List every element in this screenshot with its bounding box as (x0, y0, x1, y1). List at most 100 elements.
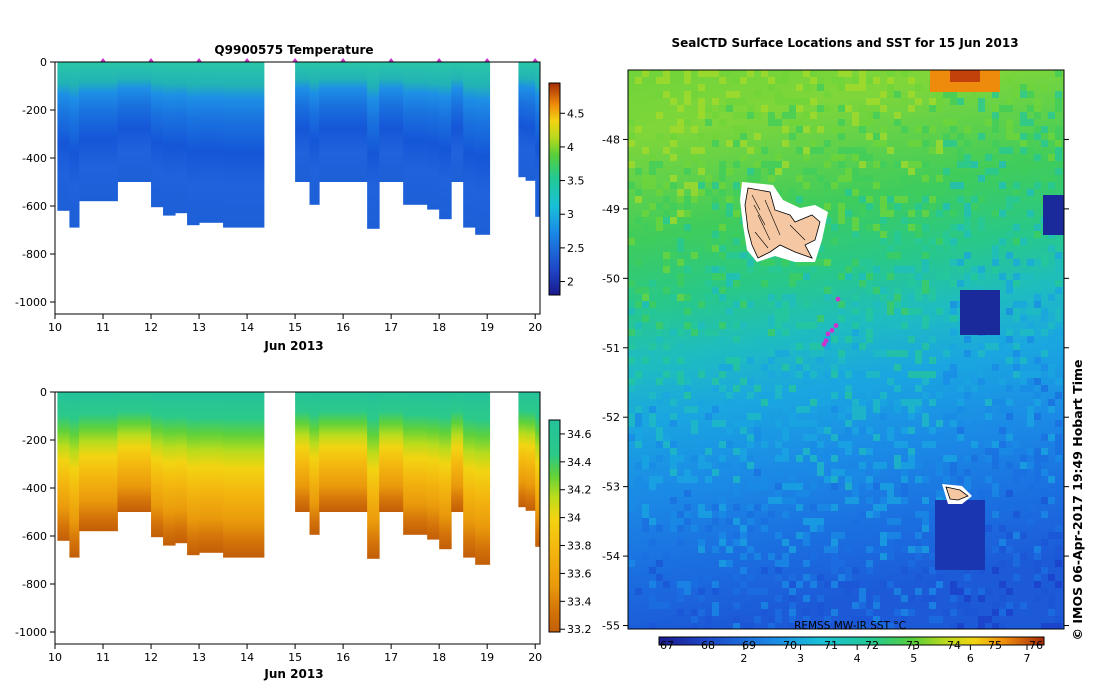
sst-pixel (747, 525, 754, 532)
sst-pixel (1027, 210, 1034, 217)
sst-pixel (873, 112, 880, 119)
sst-pixel (663, 196, 670, 203)
sst-pixel (768, 399, 775, 406)
sst-pixel (824, 259, 831, 266)
sst-pixel (649, 308, 656, 315)
sst-pixel (859, 280, 866, 287)
sst-pixel (915, 308, 922, 315)
sst-pixel (1055, 126, 1062, 133)
sst-pixel (649, 350, 656, 357)
sst-pixel (831, 462, 838, 469)
sst-pixel (964, 469, 971, 476)
sst-pixel (782, 539, 789, 546)
sst-pixel (1006, 427, 1013, 434)
sst-pixel (859, 161, 866, 168)
sst-pixel (691, 182, 698, 189)
sst-pixel (999, 525, 1006, 532)
sst-pixel (817, 259, 824, 266)
sst-pixel (1041, 259, 1048, 266)
sst-pixel (929, 364, 936, 371)
sst-pixel (761, 161, 768, 168)
sst-pixel (705, 413, 712, 420)
sst-pixel (978, 567, 985, 574)
sst-pixel (649, 483, 656, 490)
sst-pixel (950, 462, 957, 469)
sst-pixel (887, 210, 894, 217)
sst-pixel (831, 126, 838, 133)
sst-pixel (684, 224, 691, 231)
sst-pixel (950, 371, 957, 378)
sst-pixel (964, 476, 971, 483)
sst-pixel (964, 483, 971, 490)
sst-pixel (740, 98, 747, 105)
sst-pixel (1020, 301, 1027, 308)
colorbar-tick-label: 34.6 (567, 428, 592, 441)
sst-pixel (964, 378, 971, 385)
sst-pixel (782, 126, 789, 133)
sst-pixel (845, 84, 852, 91)
sst-pixel (873, 98, 880, 105)
sst-pixel (915, 574, 922, 581)
sst-pixel (964, 336, 971, 343)
sst-pixel (670, 133, 677, 140)
sst-pixel (810, 406, 817, 413)
sst-pixel (1055, 581, 1062, 588)
sst-pixel (992, 126, 999, 133)
sst-pixel (929, 553, 936, 560)
sst-pixel (859, 385, 866, 392)
sst-pixel (999, 441, 1006, 448)
sst-pixel (873, 350, 880, 357)
sst-pixel (817, 441, 824, 448)
x-tick-label: 17 (384, 651, 398, 664)
sst-pixel (726, 392, 733, 399)
sst-pixel (992, 448, 999, 455)
sst-pixel (719, 322, 726, 329)
sst-pixel (740, 623, 747, 629)
sst-pixel (649, 280, 656, 287)
sst-pixel (908, 371, 915, 378)
sst-pixel (845, 189, 852, 196)
x-tick-label: 10 (48, 321, 62, 334)
sst-pixel (698, 504, 705, 511)
sst-pixel (845, 567, 852, 574)
sst-pixel (866, 511, 873, 518)
sst-pixel (803, 371, 810, 378)
sst-pixel (824, 203, 831, 210)
sst-pixel (1020, 455, 1027, 462)
sst-pixel (1048, 399, 1055, 406)
sst-pixel (915, 231, 922, 238)
sst-pixel (768, 315, 775, 322)
sst-pixel (803, 609, 810, 616)
sst-pixel (1020, 315, 1027, 322)
sst-pixel (635, 476, 642, 483)
sst-pixel (971, 441, 978, 448)
sst-pixel (677, 105, 684, 112)
sst-pixel (1027, 385, 1034, 392)
sst-pixel (957, 161, 964, 168)
sst-pixel (880, 287, 887, 294)
sst-pixel (1034, 546, 1041, 553)
sst-pixel (747, 147, 754, 154)
sst-pixel (719, 105, 726, 112)
sst-pixel (887, 427, 894, 434)
sst-pixel (922, 280, 929, 287)
sst-pixel (775, 616, 782, 623)
sst-pixel (831, 539, 838, 546)
sst-pixel (985, 343, 992, 350)
profile-cell (223, 392, 236, 558)
profile-cell (163, 62, 176, 216)
sst-pixel (698, 161, 705, 168)
sst-pixel (1034, 126, 1041, 133)
sst-pixel (887, 539, 894, 546)
sst-tick-label-c: 6 (967, 652, 974, 665)
sst-pixel (831, 476, 838, 483)
sst-pixel (719, 336, 726, 343)
sst-pixel (908, 406, 915, 413)
sst-pixel (670, 413, 677, 420)
sst-pixel (705, 175, 712, 182)
sst-pixel (1020, 385, 1027, 392)
sst-pixel (852, 154, 859, 161)
sst-pixel (1055, 553, 1062, 560)
sst-pixel (859, 175, 866, 182)
sst-pixel (845, 385, 852, 392)
